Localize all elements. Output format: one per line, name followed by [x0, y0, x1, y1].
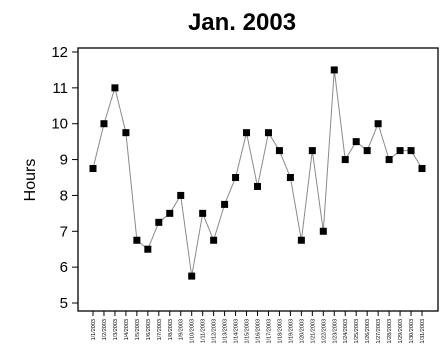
data-point	[341, 156, 349, 164]
x-tick-label: 1/14/2003	[234, 319, 240, 343]
x-tick-label: 1/20/2003	[299, 319, 305, 343]
y-axis-label: Hours	[22, 159, 39, 202]
y-tick-label: 9	[60, 152, 68, 169]
data-point	[177, 191, 185, 199]
y-tick-label: 12	[51, 44, 68, 61]
x-tick-label: 1/23/2003	[332, 319, 338, 343]
x-tick-label: 1/31/2003	[420, 319, 426, 343]
data-point	[111, 84, 119, 92]
x-tick-label: 1/24/2003	[343, 319, 349, 343]
data-point	[330, 66, 338, 74]
y-tick-label: 6	[60, 259, 68, 276]
y-tick-label: 8	[60, 187, 68, 204]
data-point	[374, 120, 382, 128]
x-tick-label: 1/2/2003	[102, 319, 108, 340]
x-tick-label: 1/12/2003	[212, 319, 218, 343]
x-axis-ticks: 1/1/2003 1/2/2003 1/3/2003 1/4/2003 1/5/2003…	[91, 311, 426, 343]
data-point	[407, 147, 415, 155]
y-tick-label: 11	[52, 80, 68, 97]
x-tick-label: 1/19/2003	[288, 319, 294, 343]
data-point	[89, 165, 97, 173]
data-point	[199, 209, 207, 217]
x-tick-label: 1/21/2003	[310, 319, 316, 343]
y-axis-ticks: 5 6 7 8 9 10 11 12	[51, 44, 78, 312]
x-tick-label: 1/29/2003	[398, 319, 404, 343]
data-point	[396, 147, 404, 155]
data-point	[155, 218, 163, 226]
x-tick-label: 1/16/2003	[256, 319, 262, 343]
x-tick-label: 1/4/2003	[124, 319, 130, 340]
x-tick-label: 1/10/2003	[190, 319, 196, 343]
x-tick-label: 1/25/2003	[354, 319, 360, 343]
x-tick-label: 1/18/2003	[277, 319, 283, 343]
data-point	[188, 272, 196, 280]
x-tick-label: 1/11/2003	[201, 319, 207, 343]
data-point	[352, 138, 360, 146]
x-tick-label: 1/15/2003	[245, 319, 251, 343]
chart-title: Jan. 2003	[188, 9, 296, 36]
y-tick-label: 10	[51, 116, 68, 133]
x-tick-label: 1/27/2003	[376, 319, 382, 343]
data-point	[210, 236, 218, 244]
data-point	[133, 236, 141, 244]
data-point	[308, 147, 316, 155]
data-point	[286, 174, 294, 181]
data-points	[89, 66, 426, 280]
x-tick-label: 1/28/2003	[387, 319, 393, 343]
data-point	[418, 165, 426, 173]
data-point	[122, 129, 130, 137]
x-tick-label: 1/1/2003	[91, 319, 97, 340]
x-tick-label: 1/3/2003	[113, 319, 119, 340]
data-point	[144, 245, 152, 253]
data-point	[319, 227, 327, 235]
x-tick-label: 1/30/2003	[409, 319, 415, 343]
x-tick-label: 1/8/2003	[168, 319, 174, 340]
x-tick-label: 1/7/2003	[157, 319, 163, 340]
x-tick-label: 1/9/2003	[179, 319, 185, 340]
data-point	[166, 209, 174, 217]
series-line	[92, 69, 423, 277]
data-point	[232, 174, 240, 181]
x-tick-label: 1/26/2003	[365, 319, 371, 343]
data-point	[363, 147, 371, 155]
data-point	[297, 236, 305, 244]
data-point	[243, 129, 251, 137]
x-tick-label: 1/13/2003	[223, 319, 229, 343]
y-tick-label: 7	[60, 223, 68, 240]
data-point	[254, 182, 261, 190]
x-tick-label: 1/5/2003	[135, 319, 141, 340]
data-point	[221, 200, 229, 208]
data-point	[275, 147, 283, 155]
plot-frame	[77, 47, 439, 312]
x-tick-label: 1/22/2003	[321, 319, 327, 343]
y-tick-label: 5	[60, 295, 68, 312]
data-point	[264, 129, 272, 137]
data-point	[100, 120, 108, 128]
x-tick-label: 1/17/2003	[266, 319, 272, 343]
x-tick-label: 1/6/2003	[146, 319, 152, 340]
data-point	[385, 156, 393, 164]
